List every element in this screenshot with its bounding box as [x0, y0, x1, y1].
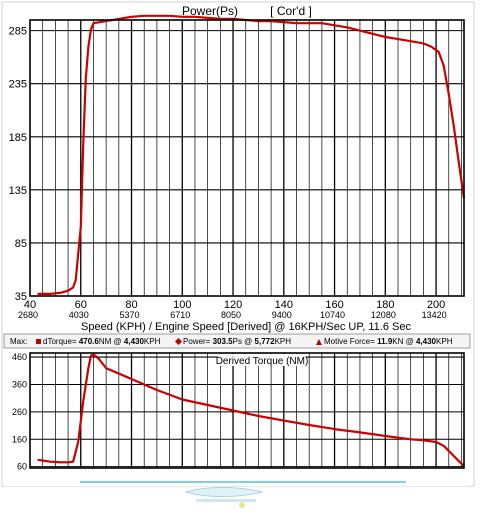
- power-y-tick-label: 135: [9, 185, 27, 197]
- motive-suffix: KPH: [436, 337, 453, 346]
- torque-y-axis: 60 160 260 360 460: [12, 352, 27, 472]
- power-x-axis-secondary: 2680 4030 5370 6710 8050 9400 10740 12080 13420: [18, 310, 447, 320]
- power-series-line: [37, 14, 466, 295]
- torque-chart-title: Derived Torque (NM): [216, 356, 309, 367]
- power-y-tick-label: 235: [9, 79, 27, 91]
- torque-series-group: [37, 353, 465, 467]
- max-power: Power= 303.5Ps @ 5,772KPH: [174, 337, 292, 346]
- power-x-secondary-tick-label: 8050: [221, 310, 241, 320]
- power-x-tick-label: 80: [125, 299, 137, 311]
- power-y-tick-label: 85: [15, 238, 27, 250]
- diamond-marker-icon: [174, 338, 183, 346]
- torque-y-tick-label: 360: [12, 379, 27, 389]
- power-x-secondary-tick-label: 4030: [69, 310, 89, 320]
- power-x-tick-label: 160: [325, 299, 343, 311]
- dtorque-suffix: KPH: [143, 337, 161, 346]
- torque-y-tick-label: 460: [12, 352, 27, 362]
- torque-y-tick-label: 160: [12, 434, 27, 444]
- footer-strip: [4, 470, 470, 486]
- triangle-marker-icon: [316, 338, 322, 345]
- power-x-tick-label: 60: [75, 299, 87, 311]
- power-series-group: [37, 14, 466, 295]
- max-caption-bar: [3, 333, 471, 349]
- max-motive-force: Motive Force= 11.9KN @ 4,430KPH: [316, 337, 452, 346]
- power-unit: Ps @: [232, 337, 253, 346]
- dtorque-prefix: dTorque=: [43, 337, 77, 346]
- power-plot-area: [30, 20, 464, 296]
- power-y-tick-label: 285: [9, 26, 27, 38]
- footer-accent-line: [80, 481, 406, 483]
- power-value: 303.5: [212, 337, 233, 346]
- torque-title-bg: [218, 354, 306, 366]
- power-suffix: KPH: [274, 337, 292, 346]
- power-chart: 35 85 135 185 235 285 40 60 80 100 120 140 160 180 20…: [9, 4, 466, 333]
- power-plot-frame: [29, 19, 465, 297]
- power-x-tick-label: 140: [275, 299, 293, 311]
- power-x-secondary-tick-label: 10740: [320, 310, 345, 320]
- power-x-secondary-tick-label: 5370: [120, 310, 140, 320]
- power-x-tick-label: 180: [376, 299, 394, 311]
- torque-y-tick-label: 260: [12, 407, 27, 417]
- max-dtorque: dTorque= 470.6NM @ 4,430KPH: [36, 337, 160, 346]
- torque-series-line: [37, 353, 465, 467]
- max-caption: Max: dTorque= 470.6NM @ 4,430KPH Power= …: [0, 336, 480, 348]
- power-y-tick-label: 35: [15, 291, 27, 303]
- power-x-secondary-tick-label: 13420: [422, 310, 447, 320]
- torque-grid: [30, 353, 464, 468]
- power-x-secondary-tick-label: 2680: [18, 310, 38, 320]
- max-label: Max:: [10, 337, 28, 346]
- power-x-tick-label: 200: [427, 299, 445, 311]
- torque-y-tick-label: 60: [17, 462, 27, 472]
- torque-plot-area: [30, 353, 464, 468]
- power-x-axis-label: Speed (KPH) / Engine Speed [Derived] @ 1…: [81, 321, 411, 333]
- power-x-tick-label: 120: [224, 299, 242, 311]
- dtorque-unit: NM @: [98, 337, 122, 346]
- power-x-secondary-tick-label: 9400: [272, 310, 292, 320]
- dtorque-value: 470.6: [78, 337, 99, 346]
- power-x-secondary-tick-label: 12080: [371, 310, 396, 320]
- power-x-secondary-tick-label: 6710: [170, 310, 190, 320]
- torque-chart: 60 160 260 360 460 Derived Torque (NM): [12, 352, 465, 472]
- dtorque-at: 4,430: [123, 337, 144, 346]
- power-chart-tag: [ Cor'd ]: [270, 4, 312, 18]
- torque-plot-frame: [29, 352, 465, 469]
- footer-logo: [184, 487, 264, 508]
- power-at: 5,772: [254, 337, 275, 346]
- power-y-tick-label: 185: [9, 132, 27, 144]
- power-prefix: Power=: [183, 337, 211, 346]
- power-y-axis: 35 85 135 185 235 285: [9, 26, 27, 303]
- square-marker-icon: [36, 339, 41, 345]
- power-chart-title: Power(Ps): [182, 4, 238, 18]
- motive-at: 4,430: [415, 337, 437, 346]
- power-x-axis: 40 60 80 100 120 140 160 180 200: [24, 299, 445, 311]
- power-x-tick-label: 100: [173, 299, 191, 311]
- power-x-tick-label: 40: [24, 299, 36, 311]
- motive-prefix: Motive Force=: [324, 337, 375, 346]
- motive-value: 11.9: [377, 337, 393, 346]
- motive-unit: KN @: [392, 337, 414, 346]
